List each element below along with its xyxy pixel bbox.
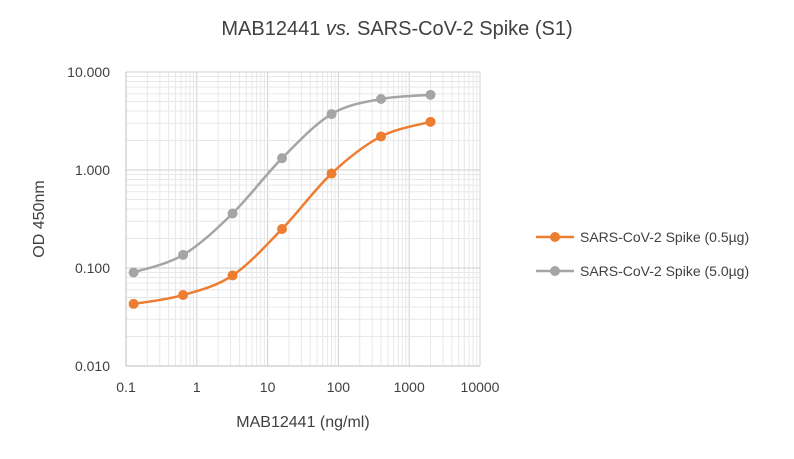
series-0-point	[425, 116, 436, 127]
chart-title-part-1: MAB12441	[221, 18, 326, 40]
x-tick-label: 0.1	[116, 379, 136, 395]
x-tick-label: 1000	[394, 379, 425, 395]
series-1-point	[376, 94, 387, 105]
x-tick-label: 10000	[461, 379, 500, 395]
series-1-point	[277, 153, 288, 164]
y-tick-label: 1.000	[75, 162, 110, 178]
series-0-point	[227, 270, 238, 281]
series-0-point	[376, 131, 387, 142]
series-1-point	[227, 208, 238, 219]
series-0-point	[128, 298, 139, 309]
grid	[125, 71, 481, 367]
series-1-point	[425, 89, 436, 100]
axes: 0.1 1 10 100 1000 10000 0.010 0.100 1.000 10.000	[67, 64, 500, 395]
x-tick-label: 1	[193, 379, 201, 395]
series-line-1	[133, 93, 431, 274]
x-tick-label: 10	[260, 379, 276, 395]
series-1-point	[178, 249, 189, 260]
series-0-point	[178, 290, 189, 301]
series-0-point	[277, 224, 288, 235]
series-1-point	[128, 267, 139, 278]
series-layer	[128, 89, 436, 309]
y-tick-label: 0.010	[75, 358, 110, 374]
series-1-point	[326, 109, 337, 120]
x-axis-title: MAB12441 (ng/ml)	[236, 414, 369, 431]
legend-marker-0	[550, 232, 560, 242]
series-0-point	[326, 168, 337, 179]
legend-marker-1	[550, 266, 560, 276]
y-tick-label: 0.100	[75, 260, 110, 276]
legend-label-0: SARS-CoV-2 Spike (0.5µg)	[580, 229, 749, 245]
x-tick-label: 100	[327, 379, 351, 395]
series-line-0	[133, 120, 431, 306]
chart-title: MAB12441 vs. SARS-CoV-2 Spike (S1)	[0, 18, 794, 41]
chart-title-part-3: SARS-CoV-2 Spike (S1)	[351, 18, 573, 40]
chart-title-part-2: vs.	[325, 18, 352, 40]
y-tick-label: 10.000	[67, 64, 110, 80]
legend-label-1: SARS-CoV-2 Spike (5.0µg)	[580, 263, 749, 279]
y-axis-title: OD 450nm	[31, 180, 48, 257]
legend: SARS-CoV-2 Spike (0.5µg) SARS-CoV-2 Spike…	[536, 229, 749, 279]
